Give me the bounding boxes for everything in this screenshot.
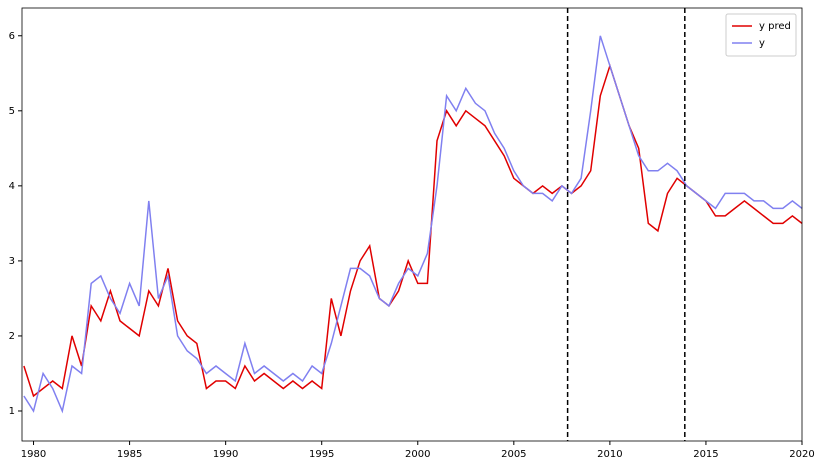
x-tick-label: 1990 — [213, 449, 238, 460]
x-tick-label: 1985 — [117, 449, 142, 460]
legend-box — [725, 13, 797, 57]
y-tick-label: 4 — [9, 181, 15, 192]
x-tick-label: 1995 — [309, 449, 334, 460]
y-tick-label: 3 — [9, 256, 15, 267]
x-tick-label: 2000 — [405, 449, 430, 460]
y-tick-label: 6 — [9, 31, 15, 42]
x-tick-label: 2020 — [789, 449, 814, 460]
legend-label: y pred — [759, 21, 791, 32]
x-tick-label: 2015 — [693, 449, 718, 460]
x-tick-label: 2010 — [597, 449, 622, 460]
y-tick-label: 1 — [9, 406, 15, 417]
plot-frame — [21, 7, 803, 442]
y-tick-label: 2 — [9, 331, 15, 342]
x-tick-label: 1980 — [21, 449, 46, 460]
legend-label: y — [759, 38, 765, 49]
x-tick-label: 2005 — [501, 449, 526, 460]
y-tick-label: 5 — [9, 106, 15, 117]
series-line — [23, 35, 803, 414]
